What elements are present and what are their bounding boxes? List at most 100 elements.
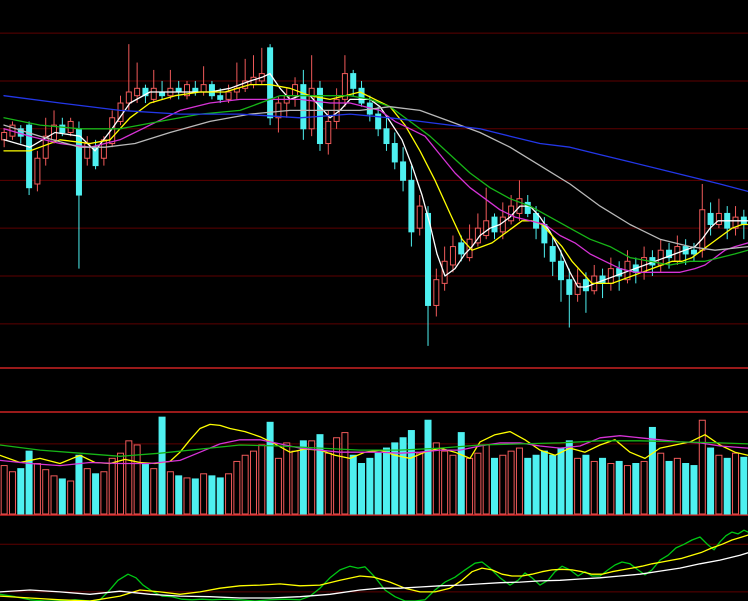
candle-body: [375, 113, 382, 130]
volume-bar: [108, 457, 116, 515]
candle-body: [350, 73, 357, 89]
volume-bar: [623, 465, 631, 515]
volume-bar: [515, 447, 523, 515]
volume-bar: [58, 478, 66, 515]
volume-bar: [366, 457, 374, 515]
candle-body: [557, 260, 564, 281]
volume-bar: [349, 454, 357, 515]
volume-bar: [648, 426, 656, 515]
volume-bar: [358, 463, 366, 515]
candle-body: [549, 246, 556, 262]
candle-body: [391, 143, 398, 163]
candle-body: [34, 157, 41, 185]
volume-bar: [341, 432, 349, 515]
indicator-panel[interactable]: [0, 540, 748, 601]
candle-body: [574, 282, 581, 295]
volume-bar: [707, 447, 715, 515]
volume-bar: [690, 465, 698, 515]
volume-bar: [133, 444, 141, 515]
ma-blue: [3, 95, 748, 193]
volume-bar: [183, 477, 191, 515]
volume-bar: [391, 442, 399, 515]
volume-bar: [416, 452, 424, 515]
volume-bar: [125, 440, 133, 515]
candle-body: [208, 84, 215, 97]
volume-panel[interactable]: [0, 412, 748, 515]
volume-bar: [42, 469, 50, 515]
candle-body: [150, 87, 157, 100]
candle-body: [134, 87, 141, 97]
volume-bar: [83, 468, 91, 515]
volume-bar: [308, 440, 316, 515]
candle-body: [325, 120, 332, 145]
candle-body: [458, 242, 465, 255]
candle-body: [59, 124, 66, 133]
candle-body: [666, 249, 673, 259]
candle-body: [225, 91, 232, 100]
volume-bar: [673, 457, 681, 515]
candle-body: [449, 246, 456, 266]
candle-body: [341, 73, 348, 100]
volume-bar: [474, 452, 482, 515]
volume-bar: [50, 475, 58, 515]
volume-bar: [491, 457, 499, 515]
candle-body: [416, 205, 423, 229]
price-panel[interactable]: [0, 0, 748, 368]
candle-body: [425, 212, 432, 306]
candle-body: [524, 201, 531, 214]
volume-bar: [150, 468, 158, 515]
grid-layer: [0, 32, 748, 593]
candle-body: [67, 120, 74, 133]
vol-ma-magenta: [0, 435, 748, 467]
candle-body: [42, 135, 49, 159]
volume-bar: [615, 460, 623, 515]
volume-bar: [590, 460, 598, 515]
candle-body: [275, 102, 282, 119]
candle-body: [582, 279, 589, 292]
candle-body: [358, 87, 365, 104]
volume-bar: [565, 440, 573, 515]
volume-bar: [191, 478, 199, 515]
volume-bar: [92, 473, 100, 515]
volume-bar: [266, 421, 274, 515]
volume-bar: [216, 477, 224, 515]
volume-bar: [67, 480, 75, 515]
volume-bar: [665, 460, 673, 515]
volume-bar: [233, 460, 241, 515]
volume-bar: [175, 475, 183, 515]
volume-bar: [715, 454, 723, 515]
indicator-yellow: [0, 534, 748, 601]
candle-body: [26, 124, 33, 189]
candle-body: [491, 216, 498, 233]
volume-bar: [682, 463, 690, 515]
volume-bar: [117, 452, 125, 515]
volume-bar: [723, 457, 731, 515]
volume-bar: [457, 432, 465, 515]
volume-bar: [316, 434, 324, 515]
volume-bar: [441, 450, 449, 515]
indicator-layer: [0, 529, 748, 601]
candle-body: [707, 212, 714, 225]
indicator-white: [0, 552, 748, 599]
volume-bar: [374, 452, 382, 515]
candle-body: [732, 216, 739, 229]
volume-bar: [8, 471, 16, 515]
candle-body: [383, 128, 390, 145]
ma-magenta: [3, 98, 748, 273]
volume-bar: [333, 437, 341, 515]
price-ma-layer: [3, 72, 748, 288]
volume-bar: [424, 419, 432, 515]
volume-bar: [524, 457, 532, 515]
volume-bar: [399, 437, 407, 515]
volume-bar: [732, 452, 740, 515]
volume-bar: [382, 447, 390, 515]
candle-body: [715, 212, 722, 225]
volume-bar: [740, 456, 748, 515]
volume-bar: [274, 457, 282, 515]
candle-body: [183, 84, 190, 97]
volume-bar: [208, 475, 216, 515]
candle-body: [400, 161, 407, 181]
